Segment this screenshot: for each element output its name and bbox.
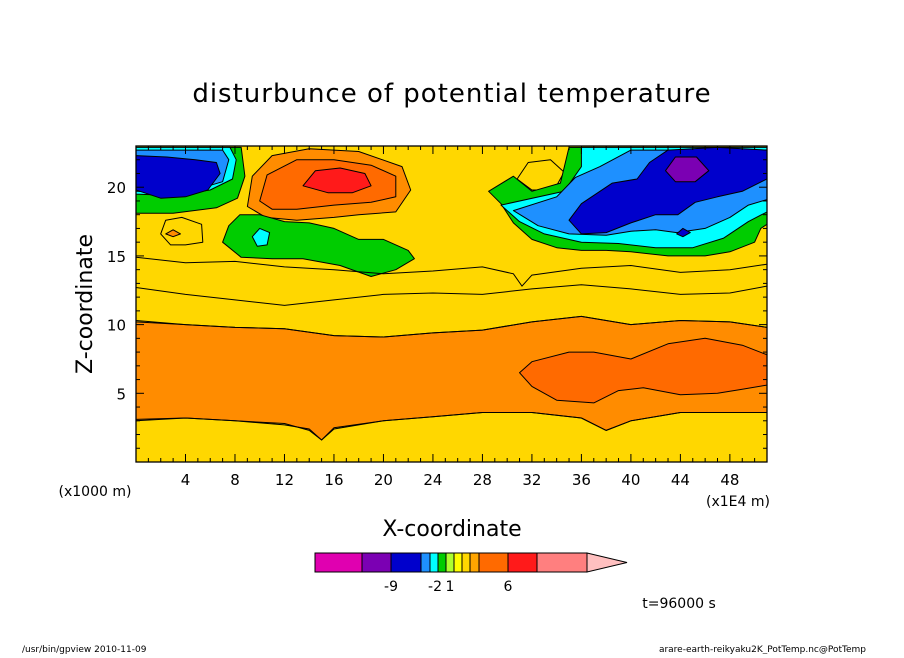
x-tick-label: 44 [671,471,690,489]
x-tick-label: 12 [275,471,294,489]
colorbar-segment [314,552,363,573]
contour-line-2 [136,412,767,441]
colorbar-segment [429,552,439,573]
contour-lines [136,256,767,441]
x-tick-label: 40 [621,471,640,489]
plot-frame [135,145,768,463]
colorbar-segment [536,552,588,573]
x-tick-label: 36 [572,471,591,489]
chart-title: disturbunce of potential temperature [192,79,711,109]
y-tick-label: 20 [107,179,126,197]
x-tick-label: 28 [473,471,492,489]
footer-right: arare-earth-reikyaku2K_PotTemp.nc@PotTem… [659,645,866,654]
x-tick-label: 8 [230,471,240,489]
contour-line-3 [136,315,767,338]
contour-region-9 [222,214,415,277]
time-label: t=96000 s [642,596,716,612]
contour-line-0 [136,284,767,306]
x-axis-label: X-coordinate [382,517,521,542]
colorbar-labels: -9 -2 1 6 [384,579,513,595]
y-tick-label: 15 [107,248,126,266]
contour-region-1 [519,337,767,404]
colorbar-label: -2 [428,579,442,595]
colorbar-segment [420,552,431,573]
colorbar [314,552,628,573]
x-tick-label: 4 [181,471,191,489]
contour-region-6 [165,229,181,238]
x-tick-label: 48 [720,471,739,489]
y-axis-label: Z-coordinate [73,234,98,374]
colorbar-segment [507,552,538,573]
colorbar-label: 6 [504,579,513,595]
contour-line-1 [136,256,767,287]
colorbar-segment [361,552,392,573]
contour-fill-layers [136,146,767,441]
x-unit-label: (x1E4 m) [706,494,770,510]
y-axis-ticks: 5 10 15 20 [107,159,767,449]
y-unit-label: (x1000 m) [59,484,132,500]
x-axis-ticks: 4 8 12 16 20 24 28 32 36 40 44 48 [147,146,756,489]
colorbar-extension-arrow [586,552,628,573]
x-tick-label: 16 [324,471,343,489]
colorbar-segment [461,552,471,573]
contour-region-4 [302,167,372,194]
colorbar-segment [478,552,509,573]
contour-region-19 [676,227,691,238]
x-tick-label: 24 [423,471,442,489]
colorbar-label: -9 [384,579,398,595]
contour-region-12 [251,227,271,247]
y-tick-label: 10 [107,317,126,335]
colorbar-segment [390,552,422,573]
x-tick-label: 20 [374,471,393,489]
contour-region-20 [665,156,710,183]
x-tick-label: 32 [522,471,541,489]
colorbar-segment [469,552,480,573]
colorbar-segment [453,552,463,573]
colorbar-label: 1 [446,579,455,595]
contour-region-5 [160,216,204,246]
colorbar-segment [437,552,447,573]
footer-left: /usr/bin/gpview 2010-11-09 [22,645,147,654]
colorbar-segment [445,552,455,573]
contour-region-17 [136,155,221,199]
y-tick-label: 5 [116,385,126,403]
contour-region-18 [568,146,767,235]
